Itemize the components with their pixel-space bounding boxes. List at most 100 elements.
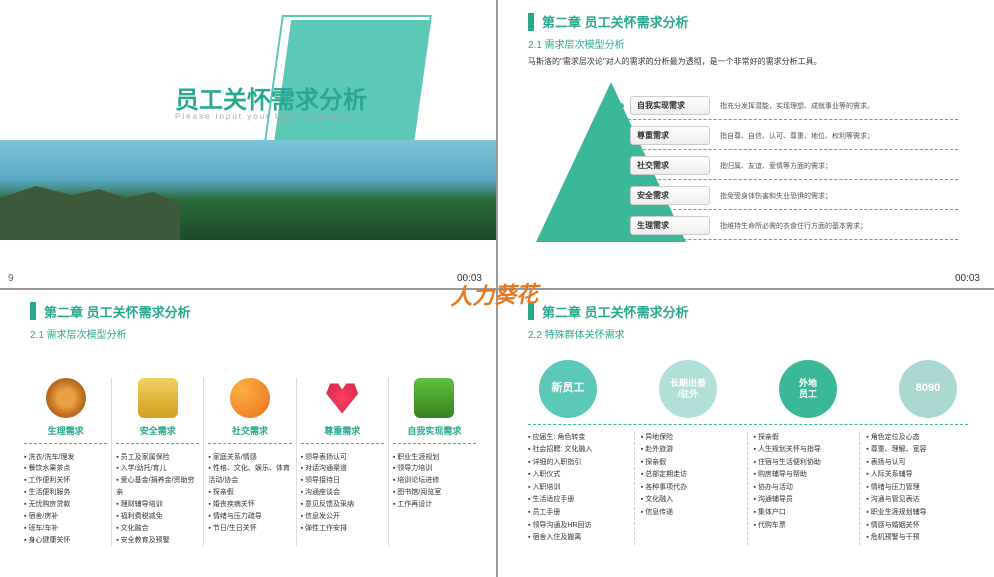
list-item: 购房辅导与帮助 [754, 469, 854, 482]
chapter-header: 第二章 员工关怀需求分析 [30, 302, 191, 321]
list-item: 理财辅导培训 [116, 499, 199, 511]
pyramid-desc: 指免受身体伤害和失业恐惧的需求； [720, 191, 832, 201]
list-item: 信息发公开 [301, 511, 384, 523]
list-item: 沟通与管见表达 [866, 494, 966, 507]
list-item: 住宿与生活便利协助 [754, 457, 854, 470]
list-item: 婚丧疾病关怀 [208, 499, 291, 511]
chapter-title: 第二章 员工关怀需求分析 [542, 302, 689, 321]
slide-title: 02 员工关怀需求分析 Please input your text input… [0, 0, 496, 288]
group-column: 角色定位及心态尊重、理解、宽容表扬与认可人际关系辅导情绪与压力管理沟通与管见表达… [860, 432, 972, 545]
list-item: 领导接待日 [301, 475, 384, 487]
list-item: 弹性工作安排 [301, 523, 384, 535]
list-item: 工作再设计 [393, 499, 476, 511]
section-title: 2.1 需求层次模型分析 [30, 326, 127, 341]
pyramid-label: 自我实现需求 [630, 96, 710, 115]
list-item: 生活适应手册 [528, 494, 628, 507]
list-item: 异地保险 [641, 432, 741, 445]
pyramid-desc: 指归属、友谊、爱情等方面的需求； [720, 161, 832, 171]
list-item: 员工手册 [528, 507, 628, 520]
list-item: 培训论坛进修 [393, 475, 476, 487]
list-item: 入学/幼托/育儿 [116, 463, 199, 475]
slide-pyramid: 第二章 员工关怀需求分析 2.1 需求层次模型分析 马斯洛的"需求层次论"对人的… [498, 0, 994, 288]
list-item: 沟通座谈会 [301, 487, 384, 499]
list-item: 宿舍入住及搬离 [528, 532, 628, 545]
category-icon [230, 378, 270, 418]
needs-column: 安全需求员工及家属保险入学/幼托/育儿爱心基金/捐养金/资助穷亲理财辅导培训福利… [112, 378, 204, 547]
list-item: 员工及家属保险 [116, 452, 199, 464]
chapter-marker [528, 13, 534, 31]
needs-column: 生理需求洗衣/洗车/理发餐饮水果茶点工作便利关怀生活便利服务无忧购房贷款宿舍/房… [20, 378, 112, 547]
list-item: 详细的入职指引 [528, 457, 628, 470]
group-circles: 新员工长期出差/驻外外地员工8090 [528, 360, 968, 418]
chapter-number: 02 [42, 90, 98, 152]
slide-needs-icons: 第二章 员工关怀需求分析 2.1 需求层次模型分析 生理需求洗衣/洗车/理发餐饮… [0, 290, 496, 577]
page-number: 9 [8, 273, 14, 284]
pyramid-label: 社交需求 [630, 156, 710, 175]
watermark: 人力葵花 [449, 276, 538, 311]
list-item: 生活便利服务 [24, 487, 107, 499]
column-title: 尊重需求 [301, 424, 384, 444]
list-item: 各种事项代办 [641, 482, 741, 495]
list-item: 应届生: 角色转变 [528, 432, 628, 445]
list-item: 尊重、理解、宽容 [866, 444, 966, 457]
timer: 00:03 [955, 273, 980, 284]
bullet-icon [618, 193, 624, 199]
column-title: 安全需求 [116, 424, 199, 444]
pyramid-row: 社交需求指归属、友谊、爱情等方面的需求； [618, 152, 958, 180]
list-item: 文化融合 [116, 523, 199, 535]
pyramid-label: 生理需求 [630, 216, 710, 235]
list-item: 身心健康关怀 [24, 535, 107, 547]
list-item: 协办与活动 [754, 482, 854, 495]
list-item: 信息传递 [641, 507, 741, 520]
column-title: 生理需求 [24, 424, 107, 444]
list-item: 探亲假 [208, 487, 291, 499]
needs-column: 社交需求家庭关系/情感性格、文化、娱乐、体育活动/协会探亲假婚丧疾病关怀情绪与压… [204, 378, 296, 547]
bullet-icon [618, 223, 624, 229]
list-item: 表扬与认可 [866, 457, 966, 470]
slide-title-text: 员工关怀需求分析 [175, 80, 367, 115]
list-item: 节日/生日关怀 [208, 523, 291, 535]
list-item: 宿舍/房补 [24, 511, 107, 523]
list-item: 家庭关系/情感 [208, 452, 291, 464]
bullet-icon [618, 103, 624, 109]
chapter-header: 第二章 员工关怀需求分析 [528, 12, 689, 31]
pyramid-label: 尊重需求 [630, 126, 710, 145]
needs-columns: 生理需求洗衣/洗车/理发餐饮水果茶点工作便利关怀生活便利服务无忧购房贷款宿舍/房… [20, 378, 480, 547]
group-circle: 8090 [899, 360, 957, 418]
list-item: 人际关系辅导 [866, 469, 966, 482]
list-item: 探亲假 [641, 457, 741, 470]
list-item: 沟通辅导员 [754, 494, 854, 507]
list-item: 安全教育及预警 [116, 535, 199, 547]
pyramid-rows: 自我实现需求指充分发挥潜能，实现理想、成就事业等的需求。尊重需求指自尊、自信、认… [618, 92, 958, 242]
chapter-title: 第二章 员工关怀需求分析 [44, 302, 191, 321]
list-item: 对话沟通渠道 [301, 463, 384, 475]
column-title: 自我实现需求 [393, 424, 476, 444]
list-item: 集体户口 [754, 507, 854, 520]
slide-special-groups: 第二章 员工关怀需求分析 2.2 特殊群体关怀需求 新员工长期出差/驻外外地员工… [498, 290, 994, 577]
list-item: 职业生涯规划辅导 [866, 507, 966, 520]
section-title: 2.1 需求层次模型分析 [528, 36, 625, 51]
list-item: 爱心基金/捐养金/资助穷亲 [116, 475, 199, 499]
list-item: 职业生涯规划 [393, 452, 476, 464]
bullet-icon [618, 163, 624, 169]
list-item: 赴外旅游 [641, 444, 741, 457]
rock-shape [0, 180, 180, 240]
list-item: 餐饮水果茶点 [24, 463, 107, 475]
column-title: 社交需求 [208, 424, 291, 444]
category-icon [46, 378, 86, 418]
list-item: 文化融入 [641, 494, 741, 507]
pyramid-row: 尊重需求指自尊、自信、认可、尊重、地位、权利等需求； [618, 122, 958, 150]
list-item: 情感与婚姻关怀 [866, 520, 966, 533]
list-item: 角色定位及心态 [866, 432, 966, 445]
list-item: 班车/车补 [24, 523, 107, 535]
slide-subtitle: Please input your text input your [175, 112, 355, 121]
list-item: 领导力培训 [393, 463, 476, 475]
list-item: 领导表扬认可 [301, 452, 384, 464]
pyramid-row: 安全需求指免受身体伤害和失业恐惧的需求； [618, 182, 958, 210]
list-item: 图书馆/阅览室 [393, 487, 476, 499]
group-circle: 长期出差/驻外 [659, 360, 717, 418]
group-columns: 应届生: 角色转变社会招聘: 文化融入详细的入职指引入职仪式入职培训生活适应手册… [522, 432, 972, 545]
group-column: 探亲假人生规划关怀与指导住宿与生活便利协助购房辅导与帮助协办与活动沟通辅导员集体… [748, 432, 861, 545]
divider [528, 424, 968, 425]
category-icon [322, 378, 362, 418]
